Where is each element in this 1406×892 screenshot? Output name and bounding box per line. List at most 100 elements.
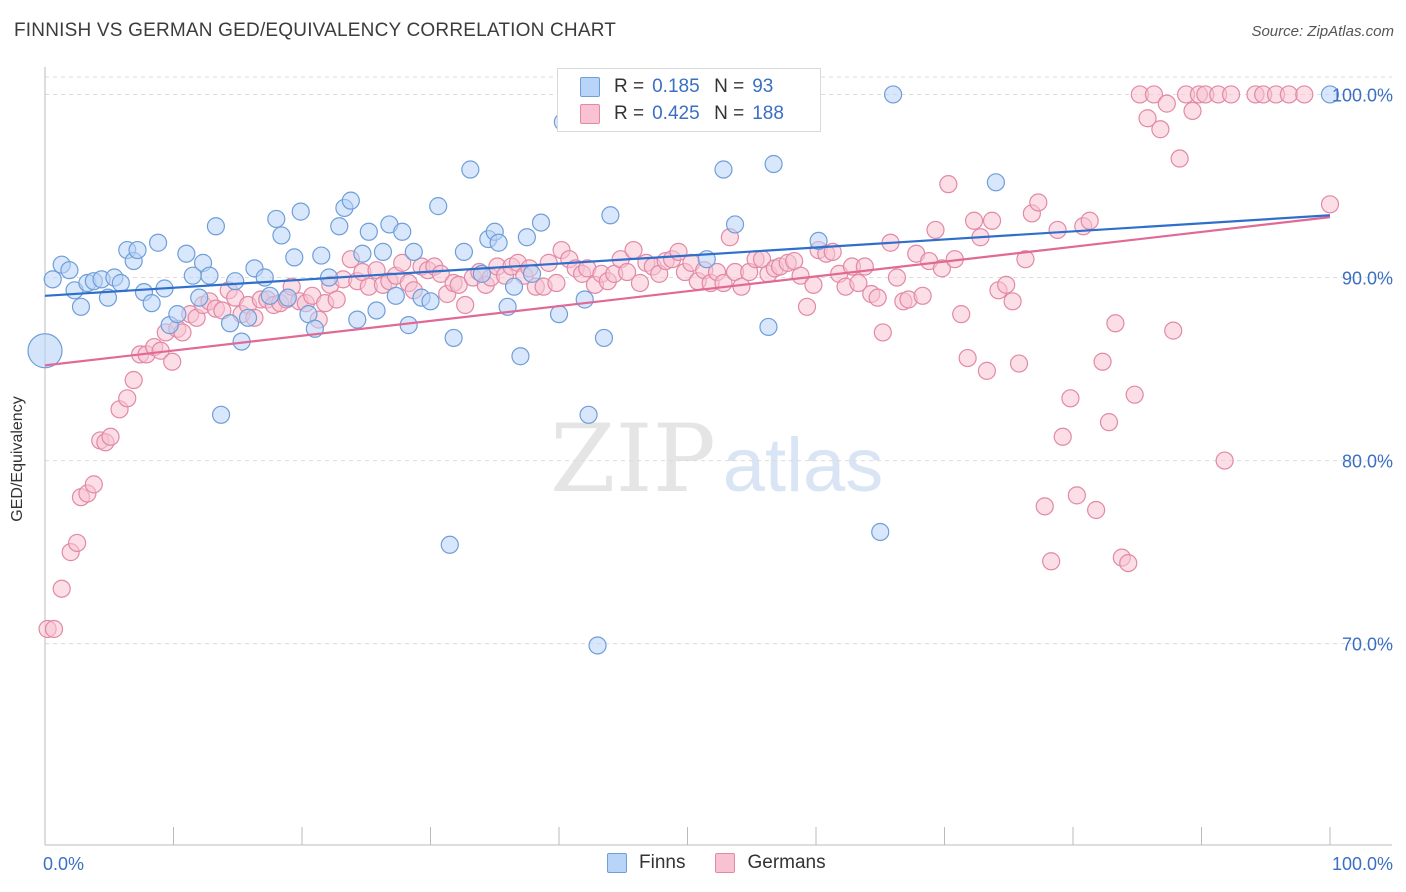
finns-point [1320,85,1340,104]
germans-point [849,273,868,293]
germans-point [431,264,450,283]
x-tick-label: 0.0% [43,854,84,874]
finns-point [211,405,231,424]
germans-point [977,361,997,380]
germans-point [118,389,137,408]
germans-point [1106,314,1125,333]
x-tick-label: 100.0% [1332,854,1393,874]
watermark-atlas: atlas [723,423,884,508]
legend-row-germans: R = 0.425 N = 188 [580,102,784,126]
finns-point [386,286,405,305]
y-tick-label: 90.0% [1342,269,1393,289]
germans-point [1053,427,1072,446]
y-tick-label: 80.0% [1342,452,1393,472]
finns-point [764,154,783,174]
legend-item-finns[interactable]: Finns [607,852,685,874]
finns-point [461,160,480,179]
germans-point [1009,354,1029,373]
finns-point [883,85,903,104]
trend-lines [44,214,1331,367]
germans-point [163,352,182,371]
n-value: 188 [752,103,784,124]
chart-title: FINNISH VS GERMAN GED/EQUIVALENCY CORREL… [14,20,617,41]
finns-swatch [607,853,627,873]
germans-point [68,533,87,553]
finns-point [871,522,890,542]
r-value: 0.425 [652,103,700,124]
germans-point [1003,292,1022,311]
finns-point [291,202,310,221]
finns-point [348,310,367,329]
finns-point [206,217,226,236]
germans-point [791,266,810,285]
watermark-zip: ZIP [550,405,716,514]
germans-point [1080,211,1099,230]
germans-point [1042,552,1061,571]
finns-point [421,292,440,311]
finns-point-large [27,333,63,369]
finns-swatch [580,77,600,97]
finns-point [341,191,360,210]
germans-point [1215,451,1234,470]
germans-point [887,268,907,287]
germans-point [52,579,71,598]
finns-point [238,308,258,327]
finns-point [454,242,474,261]
finns-point [504,277,524,296]
germans-point [1125,385,1144,404]
germans-point [84,475,103,494]
finns-point [986,173,1006,192]
germans-point [1320,195,1340,214]
finns-point [312,246,331,265]
finns-point [168,305,187,324]
finns-point [177,244,196,263]
n-label: N = [714,103,745,124]
finns-point [575,290,594,309]
r-label: R = [614,76,645,97]
finns-point [517,228,536,247]
correlation-legend: R = 0.185 N = 93 R = 0.425 N = 188 [557,68,821,132]
finns-point [260,286,279,305]
tick-labels: 70.0% 80.0% 90.0% 100.0% 0.0% 100.0% [43,85,1393,874]
legend-label-germans: Germans [747,852,826,873]
finns-point [367,301,386,320]
finns-points [27,85,1340,655]
germans-point [1093,352,1112,371]
finns-point [98,288,118,307]
germans-point [124,370,143,390]
germans-point [797,297,817,316]
finns-point [373,242,393,261]
finns-point [444,328,463,348]
germans-point [1144,85,1164,104]
y-tick-label: 100.0% [1332,85,1393,105]
germans-point [873,323,892,342]
finns-point [142,294,161,313]
finns-point [71,297,91,316]
germans-point [101,427,120,446]
finns-point [429,197,448,216]
germans-point [952,305,971,324]
legend-item-germans[interactable]: Germans [715,852,826,874]
finns-point [226,272,245,291]
finns-point [353,244,372,263]
finns-point [43,270,62,289]
germans-points [38,85,1340,639]
germans-point [1170,149,1189,168]
finns-point [511,347,530,366]
germans-point [1016,250,1035,269]
germans-point [926,220,945,240]
germans-point [1029,193,1048,212]
germans-point [1295,85,1314,104]
finns-point [809,231,828,251]
r-label: R = [614,103,645,124]
finns-point [522,264,542,283]
germans-point [1087,500,1106,520]
germans-point [1221,85,1241,104]
finns-point [440,535,459,554]
finns-point [359,222,378,241]
axes [44,67,1392,846]
finns-point [393,222,412,241]
finns-point [267,209,286,229]
germans-point [1138,109,1157,128]
